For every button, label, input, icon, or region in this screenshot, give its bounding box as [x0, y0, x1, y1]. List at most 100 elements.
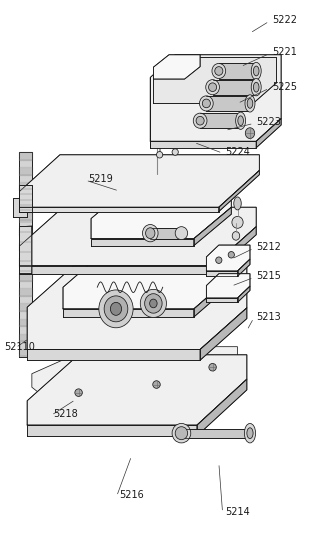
- Polygon shape: [19, 207, 219, 211]
- Polygon shape: [256, 119, 281, 148]
- Polygon shape: [219, 170, 259, 211]
- Polygon shape: [153, 57, 276, 104]
- Polygon shape: [206, 271, 238, 276]
- Ellipse shape: [215, 67, 223, 75]
- Polygon shape: [63, 252, 234, 309]
- Ellipse shape: [245, 95, 255, 112]
- Ellipse shape: [142, 224, 158, 242]
- Polygon shape: [182, 429, 250, 437]
- Text: 5225: 5225: [272, 82, 297, 92]
- Polygon shape: [19, 334, 32, 341]
- Text: 5224: 5224: [225, 147, 250, 157]
- Text: 5214: 5214: [225, 507, 250, 517]
- Ellipse shape: [208, 83, 217, 92]
- Ellipse shape: [104, 296, 128, 322]
- Polygon shape: [19, 184, 32, 211]
- Ellipse shape: [110, 302, 121, 315]
- Polygon shape: [19, 197, 32, 205]
- Text: 5213: 5213: [256, 312, 281, 322]
- Ellipse shape: [232, 231, 240, 240]
- Polygon shape: [19, 212, 32, 220]
- Polygon shape: [238, 259, 250, 276]
- Ellipse shape: [254, 66, 259, 76]
- Polygon shape: [32, 347, 238, 401]
- Polygon shape: [19, 167, 32, 175]
- Text: 5219: 5219: [88, 174, 113, 184]
- Polygon shape: [200, 308, 247, 360]
- Text: 5222: 5222: [272, 15, 297, 24]
- Polygon shape: [27, 425, 197, 436]
- Ellipse shape: [216, 257, 222, 263]
- Ellipse shape: [209, 364, 216, 371]
- Polygon shape: [19, 152, 32, 358]
- Ellipse shape: [196, 117, 204, 125]
- Polygon shape: [150, 55, 281, 141]
- Text: 5221: 5221: [272, 47, 297, 57]
- Polygon shape: [19, 258, 32, 266]
- Ellipse shape: [172, 138, 178, 145]
- Ellipse shape: [247, 428, 253, 438]
- Polygon shape: [19, 207, 256, 266]
- Ellipse shape: [236, 112, 246, 130]
- Polygon shape: [13, 198, 27, 217]
- Polygon shape: [206, 245, 250, 271]
- Polygon shape: [219, 63, 256, 79]
- Polygon shape: [91, 238, 194, 246]
- Text: 5218: 5218: [54, 409, 79, 420]
- Ellipse shape: [150, 299, 157, 308]
- Ellipse shape: [75, 389, 82, 396]
- Polygon shape: [206, 96, 250, 111]
- Polygon shape: [200, 113, 241, 128]
- Polygon shape: [213, 80, 256, 95]
- Ellipse shape: [146, 228, 155, 238]
- Ellipse shape: [199, 96, 213, 111]
- Polygon shape: [194, 207, 231, 246]
- Ellipse shape: [156, 138, 163, 145]
- Polygon shape: [194, 363, 238, 414]
- Text: 5223: 5223: [256, 117, 281, 127]
- Polygon shape: [19, 266, 213, 274]
- Text: 52110: 52110: [4, 341, 35, 352]
- Ellipse shape: [206, 80, 219, 95]
- Ellipse shape: [156, 152, 163, 158]
- Ellipse shape: [228, 251, 234, 258]
- Polygon shape: [19, 228, 32, 235]
- Polygon shape: [238, 286, 250, 302]
- Text: 5212: 5212: [256, 242, 281, 251]
- Polygon shape: [27, 266, 247, 350]
- Ellipse shape: [238, 116, 244, 126]
- Text: 5216: 5216: [119, 491, 144, 500]
- Polygon shape: [150, 228, 182, 238]
- Polygon shape: [19, 152, 32, 160]
- Ellipse shape: [247, 99, 253, 108]
- Ellipse shape: [251, 79, 261, 96]
- Polygon shape: [19, 319, 32, 326]
- Ellipse shape: [244, 423, 256, 443]
- Polygon shape: [153, 55, 200, 79]
- Ellipse shape: [254, 82, 259, 92]
- Ellipse shape: [232, 216, 243, 228]
- Ellipse shape: [251, 62, 261, 80]
- Ellipse shape: [175, 227, 188, 240]
- Polygon shape: [19, 182, 32, 190]
- Polygon shape: [27, 355, 247, 425]
- Ellipse shape: [140, 289, 167, 318]
- Polygon shape: [19, 304, 32, 311]
- Ellipse shape: [145, 294, 162, 313]
- Text: 5215: 5215: [256, 272, 281, 281]
- Polygon shape: [32, 401, 194, 414]
- Polygon shape: [19, 155, 259, 207]
- Polygon shape: [19, 243, 32, 250]
- Ellipse shape: [193, 113, 207, 128]
- Polygon shape: [206, 298, 238, 302]
- Polygon shape: [27, 350, 200, 360]
- Polygon shape: [213, 227, 256, 274]
- Ellipse shape: [245, 128, 255, 139]
- Polygon shape: [19, 288, 32, 296]
- Ellipse shape: [212, 63, 226, 79]
- Polygon shape: [150, 141, 256, 148]
- Polygon shape: [19, 349, 32, 357]
- Ellipse shape: [99, 290, 133, 328]
- Ellipse shape: [234, 197, 241, 210]
- Polygon shape: [19, 273, 32, 281]
